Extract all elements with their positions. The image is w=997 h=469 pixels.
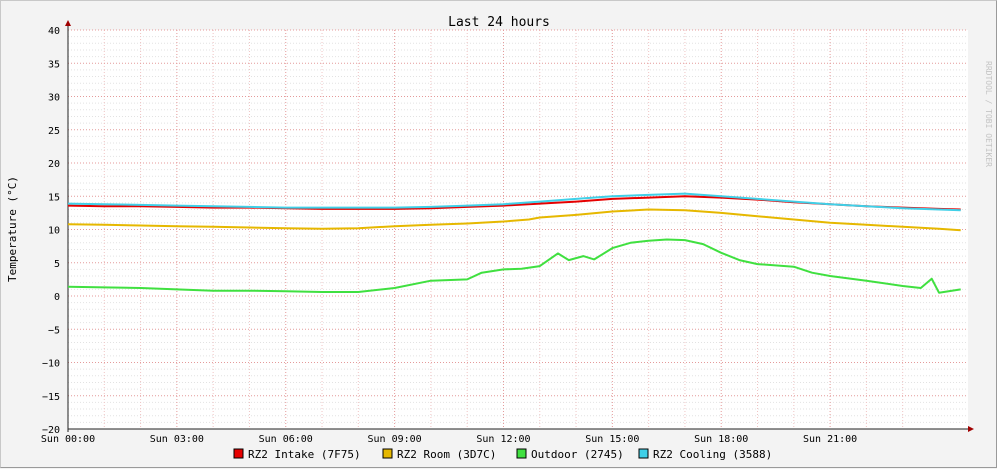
x-tick-label: Sun 15:00 — [585, 434, 639, 445]
legend-label: RZ2 Intake (7F75) — [248, 448, 361, 461]
y-tick-label: −5 — [48, 325, 60, 336]
x-tick-label: Sun 12:00 — [476, 434, 530, 445]
x-tick-label: Sun 09:00 — [368, 434, 422, 445]
x-tick-label: Sun 18:00 — [694, 434, 748, 445]
y-tick-label: 10 — [48, 226, 60, 237]
y-axis-label: Temperature (°C) — [6, 176, 19, 282]
y-tick-label: 30 — [48, 93, 60, 104]
y-tick-labels: −20 −15 −10 −5 0 5 10 15 20 25 30 35 40 — [42, 26, 60, 436]
legend-label: RZ2 Room (3D7C) — [397, 448, 496, 461]
y-tick-label: 5 — [54, 259, 60, 270]
legend-swatch — [516, 448, 527, 459]
y-tick-label: 40 — [48, 26, 60, 37]
legend-swatch — [382, 448, 393, 459]
y-tick-label: 25 — [48, 126, 60, 137]
y-tick-label: −10 — [42, 359, 60, 370]
series-line — [67, 192, 961, 212]
legend-swatch — [638, 448, 649, 459]
x-tick-label: Sun 03:00 — [150, 434, 204, 445]
rrdtool-watermark: RRDTOOL / TOBI OETIKER — [984, 61, 993, 167]
series-line — [67, 238, 961, 294]
y-tick-label: −15 — [42, 392, 60, 403]
y-tick-label: 20 — [48, 159, 60, 170]
y-tick-label: 0 — [54, 292, 60, 303]
y-axis-arrow — [65, 20, 71, 26]
x-tick-label: Sun 06:00 — [259, 434, 313, 445]
axes — [65, 20, 974, 432]
legend: RZ2 Intake (7F75) RZ2 Room (3D7C) Outdoor … — [233, 448, 772, 461]
legend-label: RZ2 Cooling (3588) — [653, 448, 772, 461]
y-tick-label: −20 — [42, 425, 60, 436]
legend-swatch — [233, 448, 244, 459]
x-tick-label: Sun 21:00 — [803, 434, 857, 445]
x-tick-label: Sun 00:00 — [41, 434, 95, 445]
grid — [67, 29, 968, 430]
legend-label: Outdoor (2745) — [531, 448, 624, 461]
series-line — [67, 208, 961, 232]
series-lines — [67, 192, 961, 294]
x-axis-arrow — [968, 426, 974, 432]
y-tick-label: 35 — [48, 59, 60, 70]
chart-title: Last 24 hours — [448, 15, 550, 30]
y-tick-label: 15 — [48, 192, 60, 203]
x-tick-labels: Sun 00:00 Sun 03:00 Sun 06:00 Sun 09:00 Sun … — [41, 434, 857, 445]
